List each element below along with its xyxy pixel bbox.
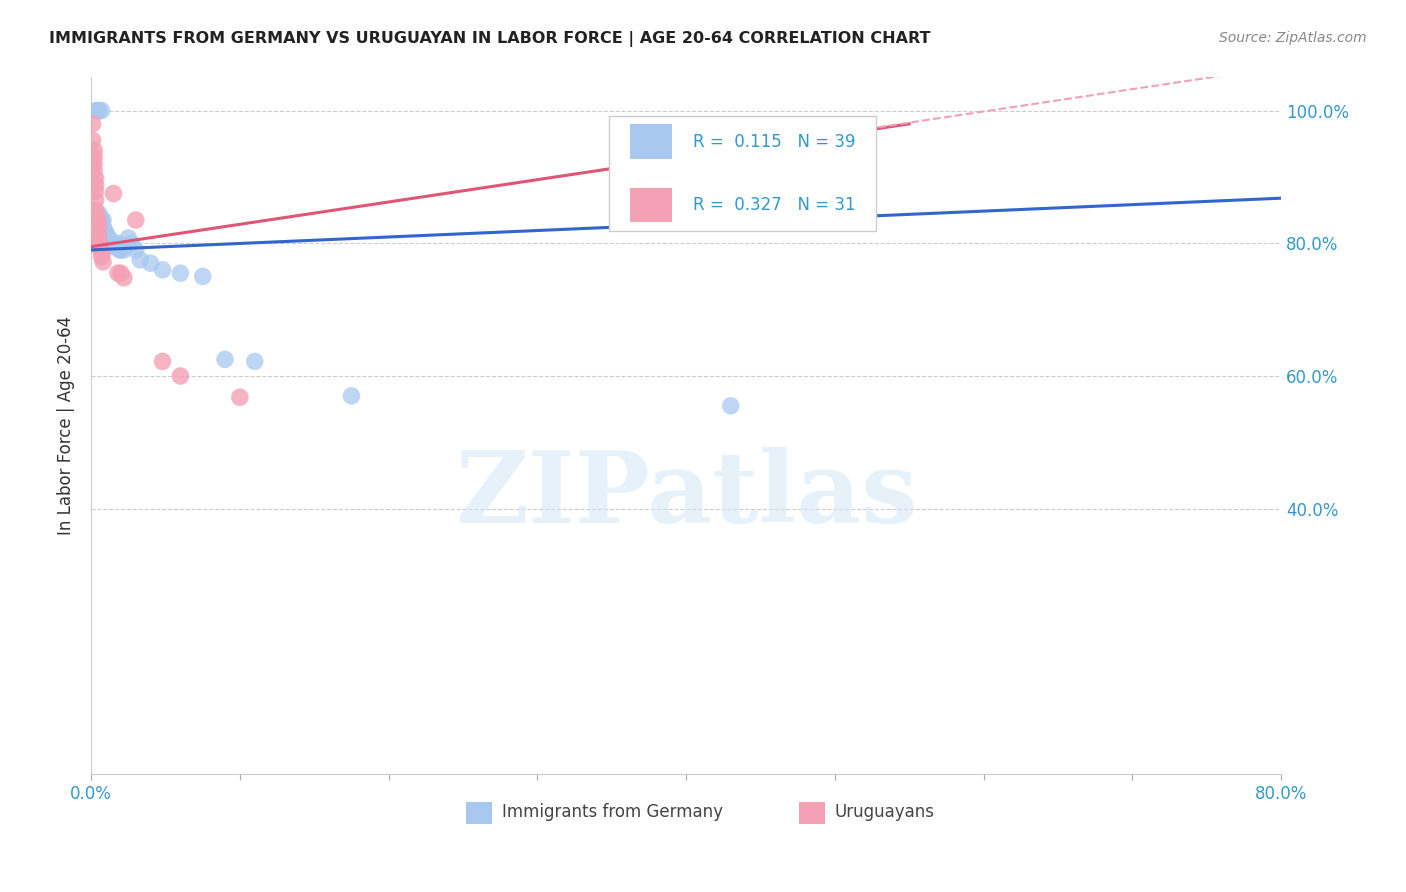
Point	[117, 231, 139, 245]
Point	[94, 227, 117, 241]
Text: Immigrants from Germany: Immigrants from Germany	[502, 804, 723, 822]
Point	[214, 352, 236, 367]
Point	[82, 117, 104, 131]
Point	[87, 236, 110, 251]
Point	[83, 144, 105, 158]
Point	[89, 242, 111, 256]
Point	[93, 223, 115, 237]
Point	[108, 243, 131, 257]
Point	[152, 354, 174, 368]
Point	[84, 203, 107, 218]
Text: R =  0.327   N = 31: R = 0.327 N = 31	[693, 196, 856, 214]
Point	[84, 185, 107, 199]
Point	[103, 236, 125, 251]
Point	[90, 216, 112, 230]
Point	[87, 218, 110, 232]
Point	[89, 237, 111, 252]
Point	[120, 236, 142, 251]
Point	[83, 150, 105, 164]
Point	[105, 239, 128, 253]
Point	[112, 270, 135, 285]
Point	[86, 213, 108, 227]
Y-axis label: In Labor Force | Age 20-64: In Labor Force | Age 20-64	[58, 316, 75, 535]
Point	[90, 103, 112, 118]
Text: R =  0.115   N = 39: R = 0.115 N = 39	[693, 133, 856, 151]
Point	[83, 163, 105, 178]
Point	[152, 263, 174, 277]
Point	[91, 255, 114, 269]
Point	[87, 231, 110, 245]
Text: IMMIGRANTS FROM GERMANY VS URUGUAYAN IN LABOR FORCE | AGE 20-64 CORRELATION CHAR: IMMIGRANTS FROM GERMANY VS URUGUAYAN IN …	[49, 31, 931, 47]
Text: ZIPatlas: ZIPatlas	[454, 447, 917, 544]
Point	[110, 243, 132, 257]
Point	[107, 236, 129, 251]
Point	[87, 206, 110, 220]
Text: Uruguayans: Uruguayans	[835, 804, 935, 822]
Point	[82, 133, 104, 147]
Point	[139, 256, 162, 270]
Point	[86, 210, 108, 224]
Point	[104, 239, 127, 253]
Point	[110, 266, 132, 280]
Point	[93, 227, 115, 241]
Point	[84, 178, 107, 192]
Point	[89, 210, 111, 224]
Point	[84, 193, 107, 207]
Point	[96, 231, 118, 245]
Point	[84, 103, 107, 118]
Point	[94, 229, 117, 244]
Point	[107, 266, 129, 280]
Point	[87, 224, 110, 238]
Text: Source: ZipAtlas.com: Source: ZipAtlas.com	[1219, 31, 1367, 45]
Point	[169, 368, 191, 383]
FancyBboxPatch shape	[630, 187, 672, 222]
Point	[87, 103, 110, 118]
Point	[103, 186, 125, 201]
Point	[169, 266, 191, 280]
Point	[720, 399, 742, 413]
Point	[84, 171, 107, 186]
Point	[83, 157, 105, 171]
Point	[191, 269, 214, 284]
Point	[86, 103, 108, 118]
FancyBboxPatch shape	[630, 124, 672, 159]
FancyBboxPatch shape	[799, 802, 825, 824]
Point	[89, 213, 111, 227]
Point	[98, 231, 121, 245]
Point	[90, 213, 112, 227]
Point	[340, 389, 363, 403]
Point	[112, 243, 135, 257]
Point	[101, 236, 124, 251]
Point	[91, 219, 114, 234]
Point	[125, 243, 148, 257]
Point	[86, 210, 108, 224]
Point	[91, 213, 114, 227]
Point	[129, 252, 152, 267]
Point	[100, 239, 122, 253]
Point	[229, 390, 252, 404]
Point	[90, 244, 112, 259]
Point	[125, 213, 148, 227]
Point	[243, 354, 266, 368]
Point	[90, 250, 112, 264]
FancyBboxPatch shape	[609, 116, 876, 231]
FancyBboxPatch shape	[465, 802, 492, 824]
Point	[100, 236, 122, 251]
